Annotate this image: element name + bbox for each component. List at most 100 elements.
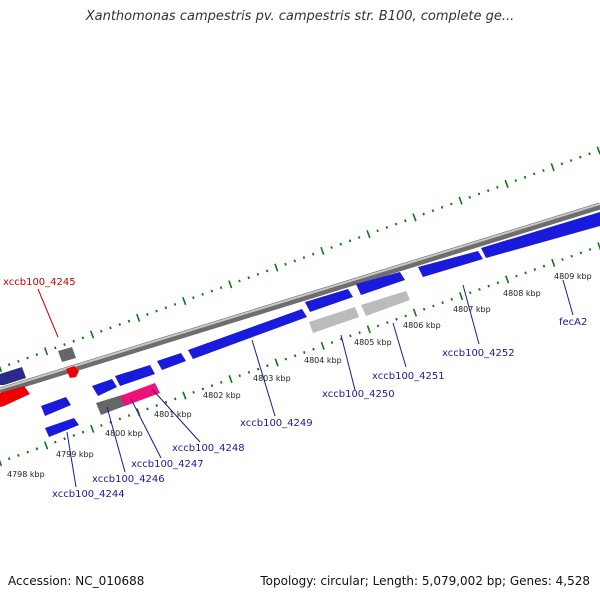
minor-tick (81, 430, 85, 434)
major-tick (320, 246, 325, 255)
tick-label: 4801 kbp (154, 410, 192, 419)
minor-tick (63, 437, 66, 441)
tick-label: 4800 kbp (105, 429, 143, 438)
major-tick (412, 213, 417, 222)
gene-feature[interactable] (361, 291, 410, 316)
minor-tick (26, 356, 29, 360)
tick-label: 4802 kbp (203, 391, 241, 400)
minor-tick (100, 329, 103, 333)
minor-tick (63, 343, 66, 346)
minor-tick (72, 434, 76, 437)
major-tick (228, 375, 233, 384)
minor-tick (349, 334, 352, 338)
genome-backbone (0, 202, 600, 395)
tick-label: 4798 kbp (7, 470, 45, 479)
minor-tick (487, 284, 490, 288)
gene-label-xccb100-4251[interactable]: xccb100_4251 (372, 371, 445, 382)
major-tick (90, 424, 95, 433)
minor-tick (100, 424, 103, 427)
minor-tick (394, 222, 398, 226)
gene-label-xccb100-4244[interactable]: xccb100_4244 (52, 489, 125, 500)
gene-feature[interactable] (92, 379, 117, 396)
minor-tick (155, 404, 159, 408)
gene-label-xccb100-4252[interactable]: xccb100_4252 (442, 348, 515, 359)
minor-tick (293, 259, 297, 263)
gene-feature[interactable] (157, 353, 186, 370)
major-tick (320, 341, 325, 350)
gene-label-xccb100-4246[interactable]: xccb100_4246 (92, 474, 165, 485)
minor-tick (81, 336, 85, 340)
map-title: Xanthomonas campestris pv. campestris st… (85, 9, 515, 24)
minor-tick (201, 292, 204, 296)
minor-tick (404, 219, 407, 223)
gene-feature[interactable] (0, 367, 26, 385)
gene-label-xccb100-4248[interactable]: xccb100_4248 (172, 443, 245, 454)
reverse-strand-genes (0, 291, 410, 437)
gene-label-xccb100-4250[interactable]: xccb100_4250 (322, 389, 395, 400)
minor-tick (358, 331, 361, 334)
gene-label-xccb100-4249[interactable]: xccb100_4249 (240, 418, 313, 429)
tick-label: 4805 kbp (354, 338, 392, 347)
minor-tick (109, 326, 112, 330)
gene-label-xccb100-4245[interactable]: xccb100_4245 (3, 277, 76, 288)
minor-tick (431, 209, 435, 213)
minor-tick (404, 314, 407, 318)
minor-tick (127, 414, 131, 417)
gene-feature[interactable] (115, 365, 155, 386)
tick-label: 4809 kbp (554, 272, 592, 281)
minor-tick (515, 274, 518, 278)
forward-strand-genes (0, 212, 600, 396)
minor-tick (7, 457, 11, 461)
minor-tick (496, 281, 500, 285)
gene-label-xccb100-4247[interactable]: xccb100_4247 (131, 459, 204, 470)
minor-tick (385, 225, 389, 229)
minor-tick (155, 309, 158, 313)
gene-label-feca2[interactable]: fecA2 (559, 317, 587, 328)
gene-feature[interactable] (305, 289, 353, 312)
minor-tick (376, 229, 379, 233)
minor-tick (542, 169, 545, 173)
minor-tick (386, 321, 389, 325)
minor-tick (256, 272, 260, 276)
minor-tick (450, 297, 454, 301)
minor-tick (247, 370, 251, 374)
major-tick (366, 230, 371, 239)
gene-feature[interactable] (66, 366, 79, 378)
gene-feature[interactable] (481, 212, 600, 258)
minor-tick (173, 397, 177, 401)
minor-tick (357, 236, 361, 239)
minor-tick (486, 189, 490, 193)
minor-tick (164, 306, 168, 310)
minor-tick (432, 304, 435, 308)
gene-feature[interactable] (120, 383, 160, 406)
gene-feature[interactable] (418, 251, 483, 277)
minor-tick (72, 339, 75, 343)
tick-label: 4803 kbp (253, 374, 291, 383)
minor-tick (532, 172, 536, 176)
topology-label: Topology: circular; Length: 5,079,002 bp… (260, 574, 590, 588)
minor-tick (219, 286, 223, 290)
gene-feature[interactable] (41, 397, 71, 416)
minor-tick (311, 252, 315, 256)
major-tick (228, 280, 233, 289)
minor-tick (514, 179, 518, 183)
tick-label: 4804 kbp (304, 356, 342, 365)
major-tick (551, 258, 556, 267)
gene-feature[interactable] (0, 386, 30, 407)
major-tick (182, 391, 187, 400)
minor-tick (164, 400, 168, 404)
gene-feature[interactable] (188, 309, 307, 359)
gene-feature[interactable] (356, 272, 405, 295)
inner-tick-track (0, 242, 600, 467)
minor-tick (118, 417, 122, 421)
minor-tick (17, 453, 20, 457)
minor-tick (330, 341, 334, 344)
gene-feature[interactable] (45, 418, 79, 437)
gene-feature[interactable] (309, 307, 359, 333)
gene-feature[interactable] (96, 395, 127, 415)
gene-feature[interactable] (58, 347, 76, 362)
minor-tick (588, 248, 592, 251)
tick-label: 4806 kbp (403, 321, 441, 330)
tick-label: 4799 kbp (56, 450, 94, 459)
